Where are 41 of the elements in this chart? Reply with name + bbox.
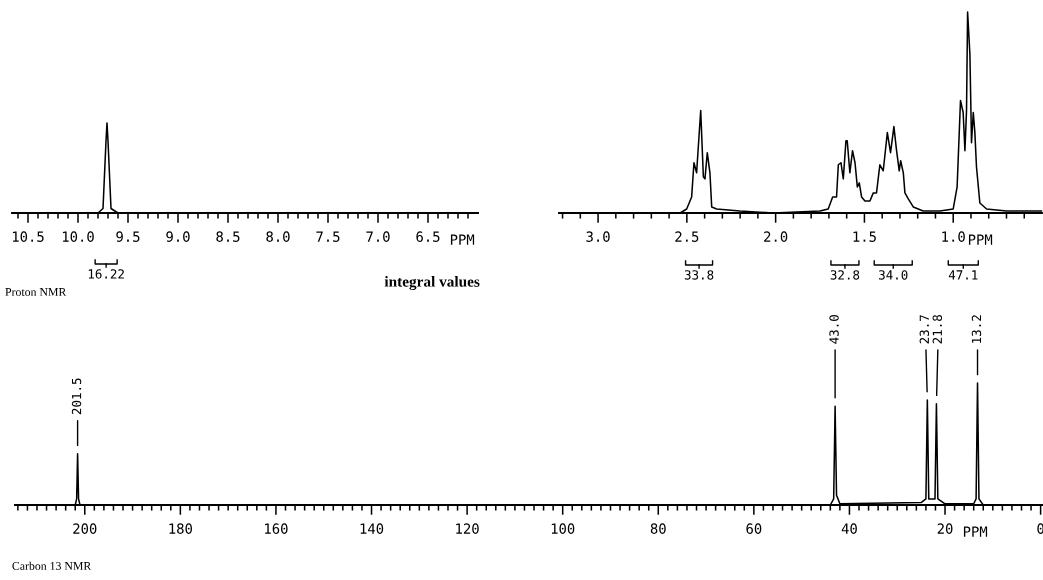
x-tick-label: 2.0 — [764, 231, 788, 242]
annotation: 23.7 — [919, 315, 930, 344]
x-tick-label: 10.5 — [12, 231, 44, 242]
x-tick-label: 1.0 — [942, 231, 965, 242]
x-tick-label: 40 — [841, 523, 857, 534]
x-axis-title: PPM — [963, 526, 988, 537]
x-tick-label: 80 — [650, 523, 666, 534]
x-tick-label: 200 — [73, 523, 97, 534]
x-tick-label: 2.5 — [675, 231, 699, 242]
x-tick-label: 100 — [551, 523, 575, 534]
x-tick-label: 180 — [169, 523, 192, 534]
x-tick-label: 8.0 — [266, 231, 290, 242]
x-tick-label: 9.5 — [116, 231, 140, 242]
annotation: 13.2 — [971, 315, 982, 343]
x-tick-label: 20 — [937, 523, 953, 534]
text: 32.8 — [830, 270, 860, 280]
x-axis-title: PPM — [968, 234, 993, 245]
text: 34.0 — [879, 270, 908, 280]
text: integral values — [384, 276, 480, 290]
annotation: 21.8 — [932, 315, 943, 344]
text: 33.8 — [684, 270, 714, 280]
x-tick-label: 7.0 — [366, 231, 390, 242]
text: Proton NMR — [5, 288, 67, 296]
x-tick-label: 10.0 — [62, 231, 94, 242]
x-tick-label: 9.0 — [166, 231, 190, 242]
x-tick-label: 3.0 — [586, 231, 610, 242]
x-tick-label: 7.5 — [316, 231, 340, 242]
x-tick-label: 6.5 — [416, 231, 440, 242]
annotation: 201.5 — [71, 378, 82, 415]
x-tick-label: 160 — [265, 523, 288, 534]
x-tick-label: 120 — [456, 523, 479, 534]
x-axis-title: PPM — [450, 234, 475, 245]
x-tick-label: 140 — [360, 523, 384, 534]
x-tick-label: 1.5 — [853, 231, 876, 242]
text: Carbon 13 NMR — [12, 561, 92, 570]
x-tick-label: 0 — [1037, 523, 1043, 534]
text: 16.22 — [88, 269, 124, 279]
annotation: 43.0 — [829, 315, 839, 344]
x-tick-label: 8.5 — [216, 231, 240, 242]
x-tick-label: 60 — [746, 523, 762, 534]
text: 47.1 — [948, 270, 978, 280]
